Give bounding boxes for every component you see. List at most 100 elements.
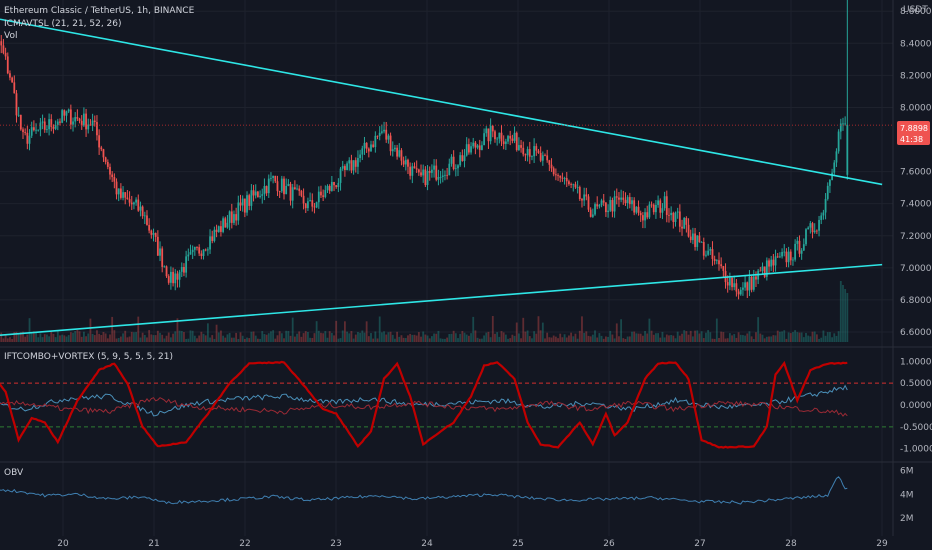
volume-bar — [472, 316, 475, 342]
volume-bar — [61, 334, 64, 342]
trendlines[interactable] — [0, 18, 893, 336]
currency-label[interactable]: USDT — [903, 5, 928, 15]
x-tick-label: 23 — [330, 539, 341, 549]
candle-body — [554, 174, 557, 176]
chart-title[interactable]: Ethereum Classic / TetherUS, 1h, BINANCE — [4, 6, 195, 16]
candle-body — [102, 149, 105, 158]
volume-bar — [724, 338, 727, 342]
obv-legend[interactable]: OBV — [4, 468, 24, 478]
candle-body — [591, 214, 594, 217]
candle-body — [200, 253, 203, 256]
volume-bar — [498, 336, 501, 342]
volume-bar — [787, 332, 790, 342]
candle-body — [313, 206, 316, 208]
volume-bar — [650, 330, 653, 342]
volume-bar — [644, 330, 646, 342]
candles[interactable] — [0, 0, 849, 300]
volume-bar — [637, 333, 640, 342]
volume-bar — [709, 332, 712, 342]
candle-body — [411, 166, 414, 176]
candle-body — [785, 251, 788, 263]
volume-bar — [26, 334, 29, 342]
volume-bar — [220, 330, 222, 342]
volume-bar — [133, 332, 135, 342]
volume-bar — [109, 334, 111, 342]
volume-bar — [346, 331, 348, 342]
volume-bar — [350, 330, 353, 342]
volume-bar — [535, 333, 538, 342]
candle-body — [646, 212, 649, 218]
volume-bar — [526, 330, 529, 342]
candle-body — [439, 177, 442, 178]
candle-body — [100, 147, 103, 150]
candle-body — [285, 185, 288, 195]
candle-body — [322, 195, 325, 197]
ift-y-tick: 0.0000 — [900, 401, 932, 411]
volume-bar — [670, 334, 673, 342]
candle-body — [315, 202, 318, 208]
volume-bar — [481, 338, 483, 342]
volume-bar — [639, 333, 642, 342]
candle-body — [813, 230, 816, 233]
candle-body — [835, 151, 838, 163]
volume-bar — [46, 334, 48, 342]
volume-bar — [552, 335, 555, 342]
volume-bar — [665, 334, 668, 342]
candle-body — [24, 132, 27, 133]
volume-bar — [507, 338, 509, 342]
volume-bar — [11, 338, 14, 342]
volume-bar — [742, 335, 744, 342]
candle-body — [772, 259, 775, 266]
volume-bar — [598, 333, 601, 342]
volume-bar — [78, 331, 81, 342]
volume-bar — [296, 333, 298, 342]
candle-body — [589, 209, 592, 217]
candle-body — [113, 177, 116, 182]
candle-body — [80, 120, 83, 126]
volume-bar — [74, 330, 77, 342]
volume-legend[interactable]: Vol — [4, 31, 17, 41]
candle-body — [822, 212, 825, 216]
volume-bar — [718, 337, 720, 342]
candle-body — [687, 224, 690, 237]
volume-bar — [243, 338, 246, 342]
candle-body — [246, 195, 248, 213]
candle-body — [209, 236, 211, 250]
candle-body — [276, 181, 279, 192]
volume-bar — [752, 338, 755, 342]
volume-bar — [655, 333, 657, 342]
candle-body — [546, 155, 549, 161]
volume-bar — [757, 317, 760, 342]
candle-body — [69, 109, 72, 125]
indicator-legend[interactable]: ICMAVTSL (21, 21, 52, 26) — [4, 19, 122, 29]
volume-bar — [104, 333, 107, 342]
obv-y-tick: 6M — [900, 467, 914, 477]
candle-body — [265, 186, 268, 194]
candle-body — [635, 206, 638, 213]
volume-bar — [572, 336, 575, 342]
x-tick-label: 29 — [876, 539, 888, 549]
volume-bar — [531, 338, 533, 342]
volume-bar — [661, 331, 664, 342]
candle-body — [19, 114, 22, 130]
ift-legend[interactable]: IFTCOMBO+VORTEX (5, 9, 5, 5, 5, 21) — [4, 352, 173, 362]
candle-body — [363, 142, 366, 149]
candle-body — [500, 132, 503, 142]
volume-bar — [176, 318, 179, 342]
volume-bar — [487, 331, 490, 342]
volume-bar — [581, 316, 583, 342]
candle-body — [718, 260, 720, 265]
candle-body — [54, 125, 57, 129]
y-tick-label: 6.6000 — [900, 328, 932, 338]
volume-bar — [217, 332, 220, 342]
candle-body — [380, 131, 383, 133]
candle-body — [91, 120, 94, 126]
candle-body — [829, 179, 831, 186]
x-tick-label: 24 — [421, 539, 433, 549]
candle-body — [259, 195, 261, 197]
candle-body — [237, 202, 240, 221]
candle-body — [502, 141, 505, 144]
candle-body — [826, 185, 829, 199]
candle-body — [298, 188, 301, 191]
candle-body — [104, 157, 107, 162]
